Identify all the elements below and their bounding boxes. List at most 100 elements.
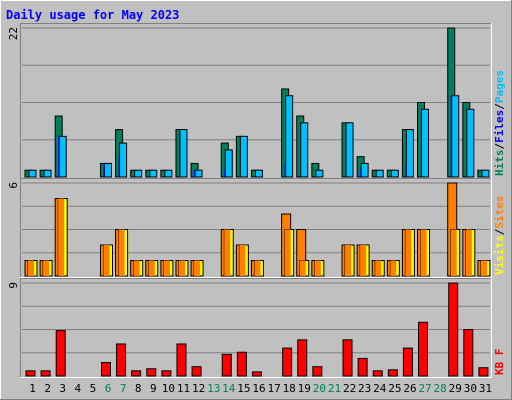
- x-tick-label: 16: [252, 382, 265, 395]
- x-tick-label: 30: [464, 382, 477, 395]
- x-tick-label: 31: [479, 382, 492, 395]
- bar-kbytes: [448, 282, 459, 377]
- x-tick-label: 11: [177, 382, 190, 395]
- bar-kbytes: [387, 369, 398, 377]
- bar-sites-overlap: [239, 245, 246, 276]
- bar-kbytes: [402, 347, 413, 377]
- bar-sites-overlap: [345, 245, 352, 276]
- y-scale-max-label: 22: [7, 27, 20, 40]
- x-tick-label: 10: [162, 382, 175, 395]
- bar-sites-overlap: [28, 260, 34, 276]
- bar-sites-overlap: [299, 260, 306, 276]
- bar-kbytes: [282, 347, 293, 377]
- bar-kbytes: [40, 370, 51, 377]
- x-tick-label: 20: [313, 382, 326, 395]
- bar-kbytes: [297, 339, 308, 377]
- legend-item: Files: [493, 110, 506, 143]
- x-tick-label: 2: [44, 382, 51, 395]
- bar-files: [481, 169, 490, 178]
- x-tick-label: 12: [192, 382, 205, 395]
- bar-sites-overlap: [420, 229, 427, 276]
- bar-kbytes: [191, 366, 202, 377]
- x-axis-labels: 1 2 3 4 5 6 7 8 9 10 11 12 13 14 15 16 17 18 19 20 21 22 23 24 2…: [29, 382, 492, 395]
- bar-sites-overlap: [103, 245, 110, 276]
- legend-separator: /: [493, 143, 506, 150]
- bar-files: [103, 162, 112, 178]
- bar-kbytes: [116, 343, 127, 377]
- bar-files: [134, 169, 143, 178]
- bar-files: [315, 169, 324, 178]
- panel-visits-sites: 6 Visits/Sites: [7, 178, 506, 278]
- bar-files: [254, 169, 263, 178]
- bar-sites-overlap: [360, 245, 367, 276]
- bar-kbytes: [312, 366, 323, 377]
- bar-sites-overlap: [118, 229, 125, 276]
- x-tick-label: 25: [388, 382, 401, 395]
- bar-kbytes: [372, 370, 383, 377]
- legend-item: KB F: [493, 349, 506, 376]
- y-scale-max-label: 6: [7, 182, 20, 189]
- bar-kbytes: [221, 353, 232, 377]
- bar-files: [390, 169, 399, 178]
- bar-sites-overlap: [450, 229, 457, 276]
- legend-visits-sites: Visits/Sites: [493, 196, 506, 276]
- legend-separator: /: [493, 103, 506, 110]
- x-tick-label: 4: [75, 382, 82, 395]
- bar-sites-overlap: [148, 260, 155, 276]
- bar-kbytes: [55, 330, 66, 377]
- bar-kbytes: [418, 321, 429, 377]
- legend-hits-files-pages: Hits/Files/Pages: [493, 70, 506, 176]
- bar-kbytes: [100, 362, 111, 377]
- bar-sites-overlap: [284, 229, 291, 276]
- bar-files: [179, 129, 188, 178]
- bar-sites-overlap: [133, 260, 140, 276]
- bar-sites-overlap: [178, 260, 185, 276]
- bar-kbytes: [342, 339, 353, 377]
- x-tick-label: 26: [403, 382, 416, 395]
- bar-files: [451, 95, 460, 178]
- legend-item: Visits: [493, 235, 506, 275]
- x-tick-label: 29: [449, 382, 462, 395]
- bar-sites-overlap: [480, 260, 487, 276]
- x-tick-label: 27: [418, 382, 431, 395]
- bar-sites-overlap: [194, 260, 201, 276]
- x-tick-label: 3: [59, 382, 66, 395]
- x-tick-label: 23: [358, 382, 371, 395]
- bar-sites-overlap: [390, 260, 397, 276]
- x-tick-label: 15: [237, 382, 250, 395]
- bar-sites-overlap: [375, 260, 382, 276]
- x-tick-label: 14: [222, 382, 236, 395]
- chart-title: Daily usage for May 2023: [6, 8, 179, 22]
- bar-files: [43, 169, 52, 178]
- bar-files: [224, 149, 233, 178]
- legend-item: Hits: [493, 150, 506, 177]
- bar-sites-overlap: [254, 260, 261, 276]
- bar-sites-overlap: [224, 229, 231, 276]
- legend-kbytes: KB F: [493, 349, 506, 376]
- x-tick-label: 13: [207, 382, 220, 395]
- bar-sites-overlap: [58, 198, 65, 276]
- x-tick-label: 28: [434, 382, 447, 395]
- x-tick-label: 21: [328, 382, 341, 395]
- bar-files: [466, 108, 475, 178]
- bar-sites-overlap: [465, 229, 472, 276]
- bar-kbytes: [176, 343, 187, 377]
- bar-sites-overlap: [163, 260, 170, 276]
- bar-sites-overlap: [405, 229, 412, 276]
- x-tick-label: 5: [90, 382, 97, 395]
- bar-kbytes: [25, 370, 36, 377]
- bar-files: [360, 162, 369, 178]
- bar-files: [405, 129, 414, 178]
- panel-kbytes: 9 KB F: [7, 278, 506, 378]
- bar-kbytes: [146, 368, 157, 377]
- x-tick-label: 6: [105, 382, 112, 395]
- x-tick-label: 24: [373, 382, 387, 395]
- bar-files: [194, 169, 203, 178]
- bar-sites-overlap: [314, 260, 321, 276]
- bar-files: [375, 169, 384, 178]
- panel-hits-files-pages: 22 Hits/Files/Pages: [7, 23, 506, 179]
- bar-kbytes: [131, 370, 142, 377]
- x-tick-label: 18: [283, 382, 296, 395]
- x-tick-label: 19: [298, 382, 311, 395]
